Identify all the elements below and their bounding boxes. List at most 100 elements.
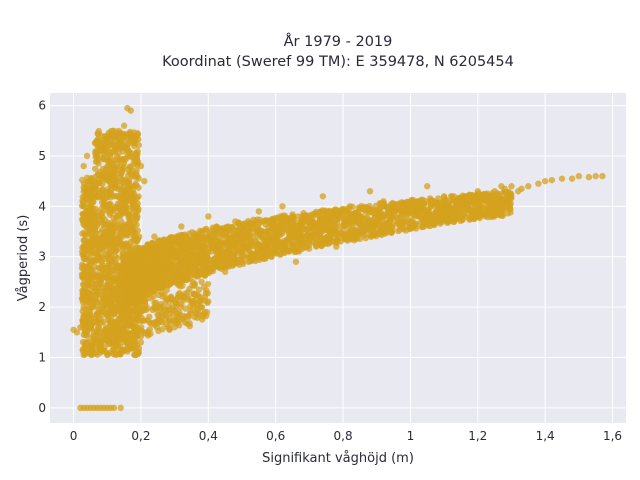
data-point xyxy=(541,177,549,185)
data-cloud-point xyxy=(123,315,131,322)
data-cloud-point xyxy=(93,311,101,319)
data-cloud-point xyxy=(95,288,103,296)
data-cloud-point xyxy=(111,184,119,192)
data-cloud-point xyxy=(98,198,106,206)
data-cloud-point xyxy=(87,195,95,202)
data-cloud-point xyxy=(117,129,124,137)
data-point xyxy=(83,253,91,260)
data-cloud-point xyxy=(146,313,153,320)
data-cloud-point xyxy=(87,266,95,273)
data-cloud-point xyxy=(118,233,126,241)
data-cloud-point xyxy=(163,269,170,277)
data-point xyxy=(181,313,188,321)
data-cloud-point xyxy=(281,225,289,233)
data-cloud-point xyxy=(444,217,451,225)
data-point xyxy=(120,346,128,354)
data-cloud-point xyxy=(79,273,86,280)
data-cloud-point xyxy=(175,267,183,274)
data-cloud-point xyxy=(80,237,87,244)
data-point xyxy=(141,177,148,185)
data-cloud-point xyxy=(326,239,333,246)
data-cloud-point xyxy=(80,186,88,193)
data-cloud-point xyxy=(93,273,100,281)
data-cloud-point xyxy=(430,221,437,228)
data-cloud-point xyxy=(93,152,100,159)
data-cloud-point xyxy=(96,179,103,187)
data-point xyxy=(221,268,229,276)
data-cloud-point xyxy=(423,214,431,222)
data-point xyxy=(568,175,576,182)
data-cloud-point xyxy=(122,253,129,261)
data-cloud-point xyxy=(133,263,141,270)
data-cloud-point xyxy=(178,301,185,308)
data-cloud-point xyxy=(114,241,122,248)
data-cloud-point xyxy=(147,320,155,328)
data-cloud-point xyxy=(153,276,160,283)
data-cloud-point xyxy=(97,229,105,236)
data-cloud-point xyxy=(129,298,137,305)
data-cloud-point xyxy=(125,179,133,187)
data-cloud-point xyxy=(142,283,149,290)
data-point xyxy=(390,208,397,215)
data-cloud-point xyxy=(121,267,128,274)
data-cloud-point xyxy=(134,200,141,207)
data-cloud-point xyxy=(187,243,195,250)
data-cloud-point xyxy=(466,216,473,223)
data-cloud-point xyxy=(507,205,514,213)
data-cloud-point xyxy=(79,261,86,268)
data-cloud-point xyxy=(102,303,109,310)
data-cloud-point xyxy=(493,204,501,211)
data-cloud-point xyxy=(95,336,102,344)
data-cloud-point xyxy=(249,233,256,241)
data-cloud-point xyxy=(106,324,113,331)
data-cloud-point xyxy=(221,249,228,256)
data-point xyxy=(134,130,141,137)
data-cloud-point xyxy=(120,272,128,280)
data-point xyxy=(80,303,87,311)
data-cloud-point xyxy=(248,250,256,258)
data-cloud-point xyxy=(362,206,369,213)
data-point xyxy=(198,278,205,286)
data-point xyxy=(137,339,145,346)
data-cloud-point xyxy=(96,342,103,349)
data-cloud-point xyxy=(107,142,114,149)
y-tick-label: 4 xyxy=(38,199,46,213)
data-cloud-point xyxy=(201,297,208,304)
data-point xyxy=(104,137,111,145)
data-cloud-point xyxy=(371,211,378,219)
data-point xyxy=(80,351,87,359)
data-cloud-point xyxy=(274,214,281,221)
data-cloud-point xyxy=(130,161,137,168)
data-point xyxy=(131,344,138,351)
data-cloud-point xyxy=(96,257,104,264)
data-cloud-point xyxy=(191,280,199,288)
data-cloud-point xyxy=(108,288,115,296)
data-cloud-point xyxy=(234,227,241,234)
data-cloud-point xyxy=(177,283,184,290)
data-cloud-point xyxy=(217,243,224,250)
data-cloud-point xyxy=(454,214,462,221)
data-cloud-point xyxy=(88,219,96,227)
data-point xyxy=(80,162,87,170)
data-point xyxy=(154,319,161,326)
data-cloud-point xyxy=(98,216,105,223)
data-point xyxy=(272,238,279,245)
data-cloud-point xyxy=(87,291,95,298)
data-cloud-point xyxy=(111,306,119,313)
data-cloud-point xyxy=(240,242,247,249)
data-cloud-point xyxy=(130,205,137,212)
data-cloud-point xyxy=(80,220,88,227)
data-cloud-point xyxy=(298,239,305,247)
data-cloud-point xyxy=(82,191,90,198)
data-cloud-point xyxy=(155,327,162,335)
data-point xyxy=(434,203,441,210)
data-point xyxy=(87,349,94,356)
data-cloud-point xyxy=(345,215,352,223)
data-cloud-point xyxy=(132,216,140,223)
data-cloud-point xyxy=(341,222,349,229)
data-point xyxy=(548,176,556,184)
data-cloud-point xyxy=(118,143,125,150)
data-cloud-point xyxy=(459,192,466,199)
data-cloud-point xyxy=(429,198,437,205)
data-point xyxy=(178,223,185,230)
